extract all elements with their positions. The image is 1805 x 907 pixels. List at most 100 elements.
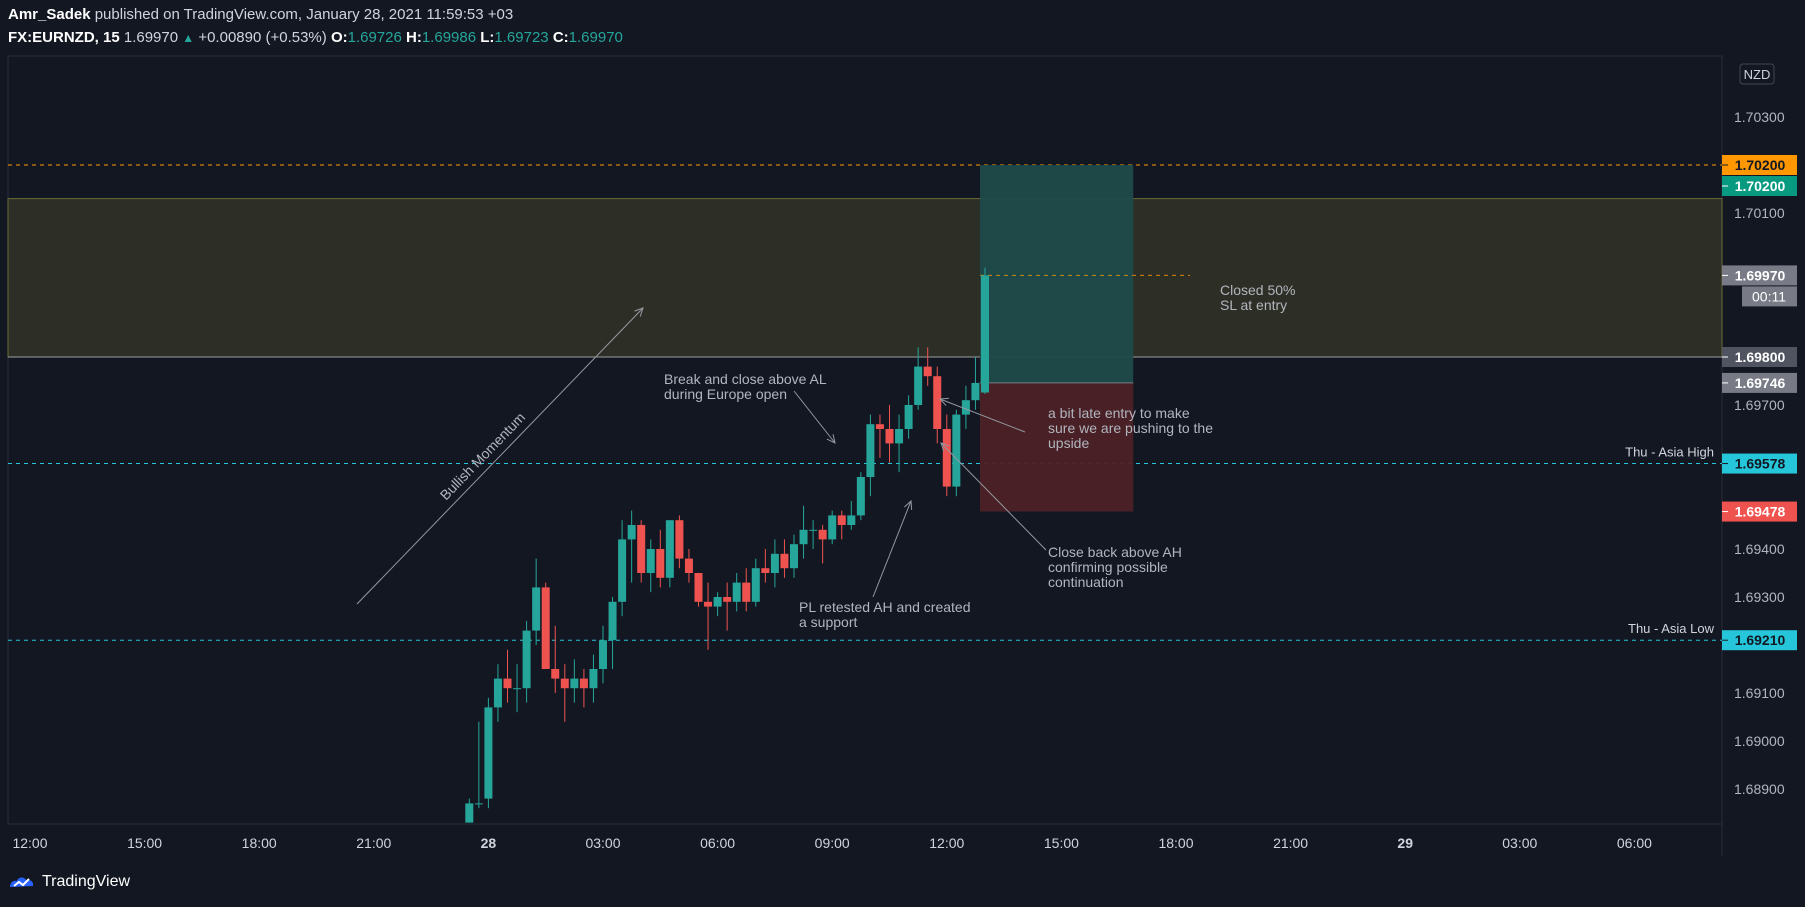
candle (493, 678, 502, 708)
current-price-price-text: 1.69970 (1735, 267, 1786, 283)
target-price-tag (1722, 155, 1797, 175)
candle (503, 678, 512, 689)
candle (875, 424, 884, 429)
candle (809, 529, 818, 531)
asia-low-price-tag (1722, 630, 1797, 651)
open-label: O: (330, 29, 348, 46)
candle (665, 520, 674, 578)
candles-layer (465, 267, 989, 823)
candle (465, 803, 474, 823)
candle (866, 424, 875, 477)
close-label: C: (552, 29, 569, 46)
y-tick-label: 1.69000 (1734, 733, 1785, 749)
high-value: 1.69986 (421, 29, 477, 46)
candle (837, 515, 846, 525)
asia-low-price-text: 1.69210 (1735, 632, 1786, 648)
zone-layer (7, 198, 1723, 358)
candle (761, 568, 770, 573)
break-close-text: Break and close above AL during Europe op… (664, 371, 827, 402)
zone-bottom-price-tag (1722, 347, 1797, 367)
candle (770, 553, 779, 573)
symbol-label[interactable]: FX:EURNZD, 15 (8, 29, 120, 46)
price-change: +0.00890 (+0.53%) (198, 29, 327, 46)
candle (646, 549, 655, 573)
late-entry-arrow (939, 398, 1026, 433)
x-tick-label: 12:00 (929, 835, 964, 851)
target-price-text: 1.70200 (1735, 157, 1786, 173)
candle (532, 587, 541, 631)
asia-high-price-tag (1722, 453, 1797, 474)
y-tick-label: 1.68900 (1734, 781, 1785, 797)
candle (923, 366, 932, 377)
candle (608, 601, 617, 641)
x-tick-label: 28 (481, 835, 497, 851)
x-tick-label: 21:00 (356, 835, 391, 851)
candle (541, 587, 550, 669)
candle (570, 678, 579, 689)
asia-low-label: Thu - Asia Low (1628, 621, 1715, 636)
candle (713, 597, 722, 607)
author-name[interactable]: Amr_Sadek (8, 6, 91, 23)
close-back-arrow-head (940, 442, 950, 452)
candle (742, 582, 751, 602)
candle (618, 539, 627, 602)
y-tick-label: 1.70100 (1734, 205, 1785, 221)
entry-price-tag (1722, 372, 1797, 393)
position-layer (980, 165, 1190, 512)
candle (981, 275, 989, 393)
tradingview-logo[interactable]: TradingView (8, 873, 130, 891)
candle (971, 382, 980, 401)
candle (513, 688, 522, 690)
candle (961, 400, 970, 415)
currency-badge (1739, 63, 1775, 85)
currency-badge-text: NZD (1744, 67, 1771, 82)
candle (484, 707, 493, 799)
axes-layer: 1.70300 1.70100 1.69700 1.69400 1.69300 1.691… (12, 63, 1797, 851)
x-tick-label: 29 (1397, 835, 1413, 851)
candle (589, 669, 598, 689)
up-triangle-icon: ▲ (182, 31, 195, 45)
asia-high-label: Thu - Asia High (1625, 445, 1714, 460)
y-tick-label: 1.69400 (1734, 541, 1785, 557)
x-tick-label: 09:00 (815, 835, 850, 851)
candle (904, 405, 913, 429)
x-tick-label: 18:00 (1158, 835, 1193, 851)
candle (560, 678, 569, 689)
low-label: L: (480, 29, 495, 46)
symbol-header: FX:EURNZD, 15 1.69970 ▲ +0.00890 (+0.53%… (8, 29, 623, 46)
countdown-text: 00:11 (1752, 288, 1786, 304)
candle (723, 597, 732, 602)
candle (790, 544, 798, 569)
asia-high-price-text: 1.69578 (1735, 456, 1786, 472)
published-text: published on TradingView.com, January 28… (94, 6, 514, 23)
publish-header: Amr_Sadek published on TradingView.com, … (8, 6, 513, 23)
high-label: H: (406, 29, 422, 46)
last-price: 1.69970 (123, 29, 179, 46)
candle (627, 525, 636, 540)
y-tick-label: 1.69700 (1734, 397, 1785, 413)
stop-loss-price-tag (1722, 501, 1797, 522)
x-tick-label: 15:00 (1044, 835, 1079, 851)
price-lines-layer: Thu - Asia High Thu - Asia Low (8, 164, 1722, 641)
stop-loss-price-text: 1.69478 (1735, 504, 1786, 520)
candle (914, 366, 923, 405)
late-entry-text: a bit late entry to make sure we are push… (1048, 405, 1213, 451)
candle (856, 477, 865, 516)
candle (704, 601, 713, 607)
candle (780, 553, 789, 569)
pl-retested-arrow-head (904, 499, 913, 511)
y-tick-label: 1.70300 (1734, 109, 1785, 125)
x-tick-label: 03:00 (585, 835, 620, 851)
close-value: 1.69970 (568, 29, 623, 46)
current-price-price-tag (1722, 265, 1797, 286)
candle (637, 525, 646, 573)
candle (751, 568, 760, 602)
candle (895, 429, 904, 444)
candle (933, 376, 942, 429)
bullish-momentum-arrow-head (634, 307, 644, 317)
zone-bottom-price-text: 1.69800 (1735, 349, 1786, 365)
open-value: 1.69726 (347, 29, 402, 46)
y-tick-label: 1.69300 (1734, 589, 1785, 605)
